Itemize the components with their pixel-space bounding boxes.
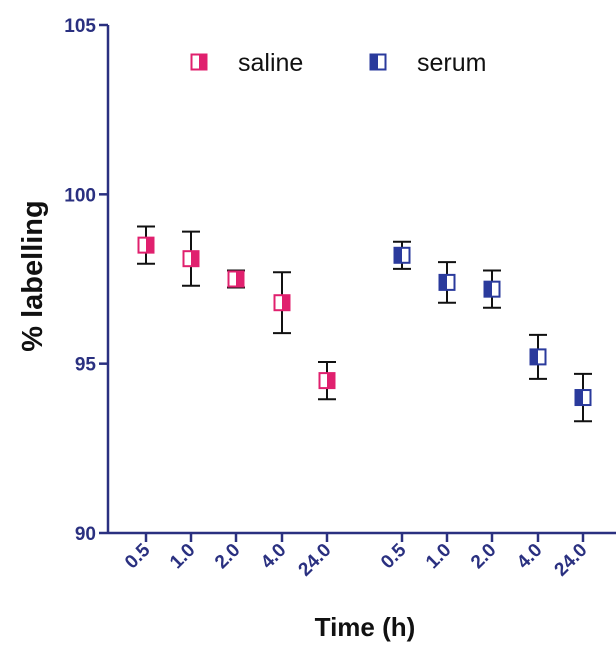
data-point-saline <box>318 372 336 390</box>
data-point-serum-fill <box>575 390 583 406</box>
x-tick-label: 1.0 <box>166 540 200 574</box>
data-point-serum-fill <box>439 274 447 290</box>
legend-marker-serum <box>369 53 387 71</box>
data-point-saline <box>227 270 245 288</box>
x-axis-title: Time (h) <box>315 612 416 642</box>
data-point-saline-fill <box>327 373 335 389</box>
x-tick-label: 0.5 <box>377 539 411 573</box>
y-tick-label: 105 <box>64 16 96 37</box>
x-tick-label: 1.0 <box>422 540 456 574</box>
y-tick-label: 95 <box>75 355 97 376</box>
y-tick-label: 100 <box>64 185 96 206</box>
data-point-saline <box>182 250 200 268</box>
data-point-serum <box>529 348 547 366</box>
data-point-serum <box>393 246 411 264</box>
x-tick-label: 2.0 <box>467 540 501 574</box>
y-tick-label: 90 <box>75 524 96 545</box>
x-tick-label: 2.0 <box>211 540 245 574</box>
x-tick-label: 4.0 <box>513 540 547 574</box>
legend-marker-serum-fill <box>370 54 378 70</box>
x-tick-label: 0.5 <box>121 539 155 573</box>
legend-label-serum: serum <box>417 49 486 77</box>
axis-titles: Time (h) % labelling <box>17 200 415 642</box>
data-point-saline-fill <box>236 271 244 287</box>
x-tick-label: 24.0 <box>295 540 336 581</box>
data-point-saline <box>137 236 155 254</box>
data-markers <box>137 236 592 407</box>
data-point-serum-fill <box>530 349 538 365</box>
error-bars <box>137 225 592 423</box>
data-point-serum-fill <box>484 281 492 297</box>
data-point-serum-fill <box>394 247 402 263</box>
data-point-serum <box>483 280 501 298</box>
data-point-serum <box>574 389 592 407</box>
data-point-saline-fill <box>282 295 290 311</box>
legend-label-saline: saline <box>238 49 303 77</box>
data-point-saline-fill <box>191 251 199 267</box>
data-point-serum <box>438 273 456 291</box>
x-tick-label: 24.0 <box>551 540 592 581</box>
legend: saline serum <box>190 49 486 77</box>
data-point-saline <box>273 294 291 312</box>
data-point-saline-fill <box>146 237 154 253</box>
legend-marker-saline-fill <box>199 54 207 70</box>
legend-marker-saline <box>190 53 208 71</box>
x-tick-label: 4.0 <box>257 540 291 574</box>
y-axis-title: % labelling <box>17 200 49 351</box>
